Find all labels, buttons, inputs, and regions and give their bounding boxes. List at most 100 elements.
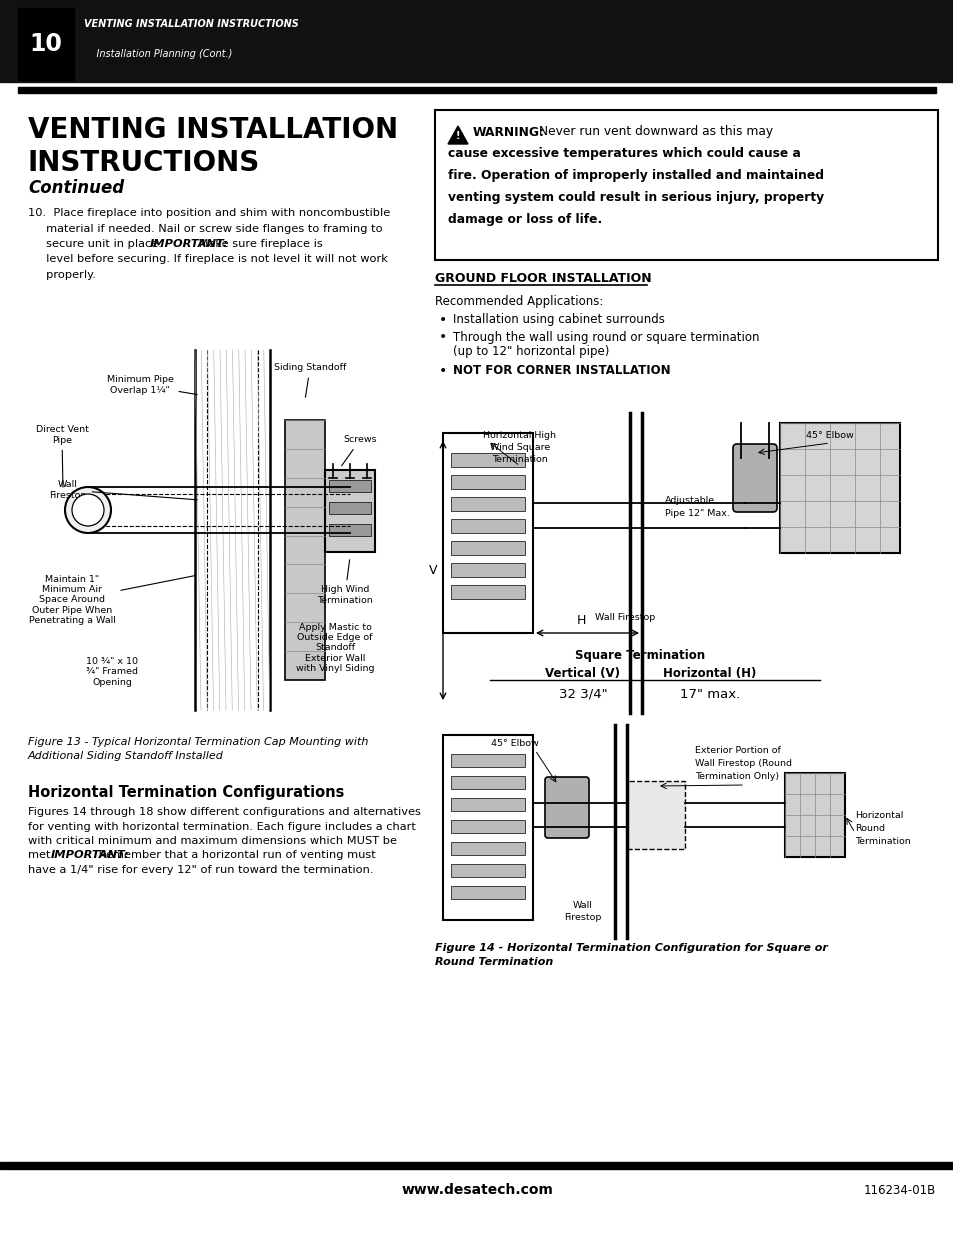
Text: (up to 12" horizontal pipe): (up to 12" horizontal pipe) — [453, 346, 609, 358]
Text: Make sure fireplace is: Make sure fireplace is — [195, 240, 323, 249]
Text: Horizontal: Horizontal — [854, 811, 902, 820]
Bar — [442, 735, 533, 920]
Circle shape — [65, 487, 111, 534]
Bar — [451, 475, 524, 489]
Bar — [435, 110, 937, 261]
Text: 10 ¾" x 10
¾" Framed
Opening: 10 ¾" x 10 ¾" Framed Opening — [86, 657, 138, 687]
Text: Horizontal (H): Horizontal (H) — [662, 667, 756, 679]
Text: damage or loss of life.: damage or loss of life. — [448, 214, 601, 226]
Text: properly.: properly. — [28, 270, 95, 280]
Bar — [451, 776, 524, 789]
Text: Through the wall using round or square termination: Through the wall using round or square t… — [453, 331, 759, 343]
Text: •: • — [438, 364, 447, 378]
Text: High Wind
Termination: High Wind Termination — [316, 559, 373, 605]
Bar — [451, 864, 524, 877]
Bar — [780, 424, 899, 553]
Bar — [285, 420, 325, 680]
Text: GROUND FLOOR INSTALLATION: GROUND FLOOR INSTALLATION — [435, 272, 651, 284]
Bar — [451, 755, 524, 767]
Text: 45° Elbow: 45° Elbow — [805, 431, 853, 441]
Text: Square Termination: Square Termination — [575, 650, 704, 662]
Text: Vertical (V): Vertical (V) — [545, 667, 619, 679]
Text: IMPORTANT:: IMPORTANT: — [51, 851, 129, 861]
Bar — [451, 842, 524, 855]
Text: Figures 14 through 18 show different configurations and alternatives: Figures 14 through 18 show different con… — [28, 806, 420, 818]
Text: cause excessive temperatures which could cause a: cause excessive temperatures which could… — [448, 147, 800, 161]
Text: Wall Firestop: Wall Firestop — [595, 614, 655, 622]
Bar — [329, 501, 371, 514]
Text: Horizontal High: Horizontal High — [483, 431, 556, 440]
Bar — [626, 781, 684, 848]
Bar — [451, 496, 524, 511]
FancyBboxPatch shape — [732, 445, 776, 513]
Text: !: ! — [456, 131, 459, 141]
Text: for venting with horizontal termination. Each figure includes a chart: for venting with horizontal termination.… — [28, 821, 416, 831]
Text: Additional Siding Standoff Installed: Additional Siding Standoff Installed — [28, 751, 224, 761]
Circle shape — [71, 494, 104, 526]
Text: 116234-01B: 116234-01B — [863, 1183, 935, 1197]
FancyBboxPatch shape — [544, 777, 588, 839]
Text: Wall: Wall — [573, 902, 593, 910]
Text: VENTING INSTALLATION INSTRUCTIONS: VENTING INSTALLATION INSTRUCTIONS — [84, 19, 298, 28]
Text: Termination: Termination — [492, 454, 547, 464]
Bar — [442, 433, 533, 634]
Polygon shape — [448, 126, 468, 144]
Text: Wind Square: Wind Square — [489, 443, 550, 452]
Text: Firestop: Firestop — [564, 913, 601, 923]
Text: Apply Mastic to
Outside Edge of
Standoff
Exterior Wall
with Vinyl Siding: Apply Mastic to Outside Edge of Standoff… — [295, 622, 374, 673]
Text: •: • — [438, 312, 447, 327]
Bar — [451, 453, 524, 467]
Text: Adjustable: Adjustable — [664, 496, 715, 505]
Bar — [329, 480, 371, 492]
Bar — [325, 471, 375, 552]
Text: Siding Standoff: Siding Standoff — [274, 363, 346, 398]
Text: Never run vent downward as this may: Never run vent downward as this may — [535, 126, 772, 138]
Bar — [0, 1162, 953, 1170]
Text: Termination: Termination — [854, 837, 910, 846]
Text: VENTING INSTALLATION: VENTING INSTALLATION — [28, 116, 397, 144]
Text: Installation Planning (Cont.): Installation Planning (Cont.) — [84, 49, 233, 59]
Text: INSTRUCTIONS: INSTRUCTIONS — [28, 149, 260, 177]
Text: Wall
Firestop: Wall Firestop — [50, 480, 197, 500]
Text: Minimum Pipe
Overlap 1¼": Minimum Pipe Overlap 1¼" — [107, 375, 197, 395]
Text: Installation using cabinet surrounds: Installation using cabinet surrounds — [453, 314, 664, 326]
Text: www.desatech.com: www.desatech.com — [400, 1183, 553, 1197]
Text: secure unit in place.: secure unit in place. — [28, 240, 165, 249]
Text: Direct Vent
Pipe: Direct Vent Pipe — [35, 425, 89, 488]
Text: 10: 10 — [30, 32, 62, 56]
Bar — [451, 885, 524, 899]
Text: Figure 14 - Horizontal Termination Configuration for Square or: Figure 14 - Horizontal Termination Confi… — [435, 944, 827, 953]
Text: 10.  Place fireplace into position and shim with noncombustible: 10. Place fireplace into position and sh… — [28, 207, 390, 219]
Bar — [451, 585, 524, 599]
Text: NOT FOR CORNER INSTALLATION: NOT FOR CORNER INSTALLATION — [453, 364, 670, 378]
Text: fire. Operation of improperly installed and maintained: fire. Operation of improperly installed … — [448, 169, 823, 183]
Bar — [451, 798, 524, 811]
Text: V: V — [428, 563, 436, 577]
Text: 17" max.: 17" max. — [679, 688, 740, 700]
Bar — [451, 541, 524, 555]
Text: Continued: Continued — [28, 179, 124, 198]
Text: Screws: Screws — [341, 436, 376, 466]
Text: Remember that a horizontal run of venting must: Remember that a horizontal run of ventin… — [95, 851, 375, 861]
Bar — [784, 773, 844, 857]
Bar — [451, 519, 524, 534]
Text: Wall Firestop (Round: Wall Firestop (Round — [695, 760, 791, 768]
Text: Pipe 12" Max.: Pipe 12" Max. — [664, 509, 729, 517]
Text: 45° Elbow: 45° Elbow — [491, 739, 538, 747]
Text: material if needed. Nail or screw side flanges to framing to: material if needed. Nail or screw side f… — [28, 224, 382, 233]
Text: WARNING:: WARNING: — [473, 126, 544, 138]
Bar — [451, 820, 524, 832]
Text: venting system could result in serious injury, property: venting system could result in serious i… — [448, 191, 823, 205]
Text: Horizontal Termination Configurations: Horizontal Termination Configurations — [28, 785, 344, 800]
Text: Round Termination: Round Termination — [435, 957, 553, 967]
Text: Exterior Portion of: Exterior Portion of — [695, 746, 781, 755]
Text: •: • — [438, 330, 447, 345]
Bar — [18, 7, 74, 80]
Bar — [18, 86, 935, 93]
Text: H: H — [577, 614, 585, 626]
Text: IMPORTANT:: IMPORTANT: — [150, 240, 229, 249]
Text: with critical minimum and maximum dimensions which MUST be: with critical minimum and maximum dimens… — [28, 836, 396, 846]
Text: level before securing. If fireplace is not level it will not work: level before securing. If fireplace is n… — [28, 254, 388, 264]
Bar — [329, 524, 371, 536]
Text: 32 3/4": 32 3/4" — [558, 688, 607, 700]
